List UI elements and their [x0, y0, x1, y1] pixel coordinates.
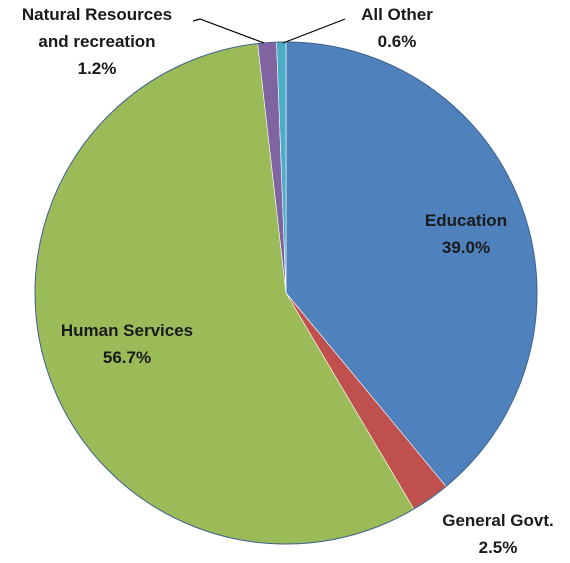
leader-line-all-other: [282, 18, 346, 44]
slice-category-label: All Other: [361, 5, 433, 24]
leader-line-natural-resources-and-recreation: [192, 18, 265, 44]
data-label-education: Education 39.0%: [425, 211, 507, 257]
slice-category-label: Education: [425, 211, 507, 230]
slice-category-label: and recreation: [38, 32, 155, 51]
slice-category-label: Natural Resources: [22, 5, 172, 24]
slice-category-label: Human Services: [61, 321, 193, 340]
data-label-natural-resources-and-recreation: Natural Resources and recreation 1.2%: [22, 5, 172, 78]
data-label-general-govt: General Govt. 2.5%: [442, 511, 553, 557]
data-label-all-other: All Other 0.6%: [361, 5, 433, 51]
slice-value-label: 0.6%: [378, 32, 417, 51]
slice-value-label: 1.2%: [78, 59, 117, 78]
data-label-human-services: Human Services 56.7%: [61, 321, 193, 367]
slice-value-label: 2.5%: [479, 538, 518, 557]
slice-value-label: 56.7%: [103, 348, 151, 367]
slice-value-label: 39.0%: [442, 238, 490, 257]
slice-category-label: General Govt.: [442, 511, 553, 530]
